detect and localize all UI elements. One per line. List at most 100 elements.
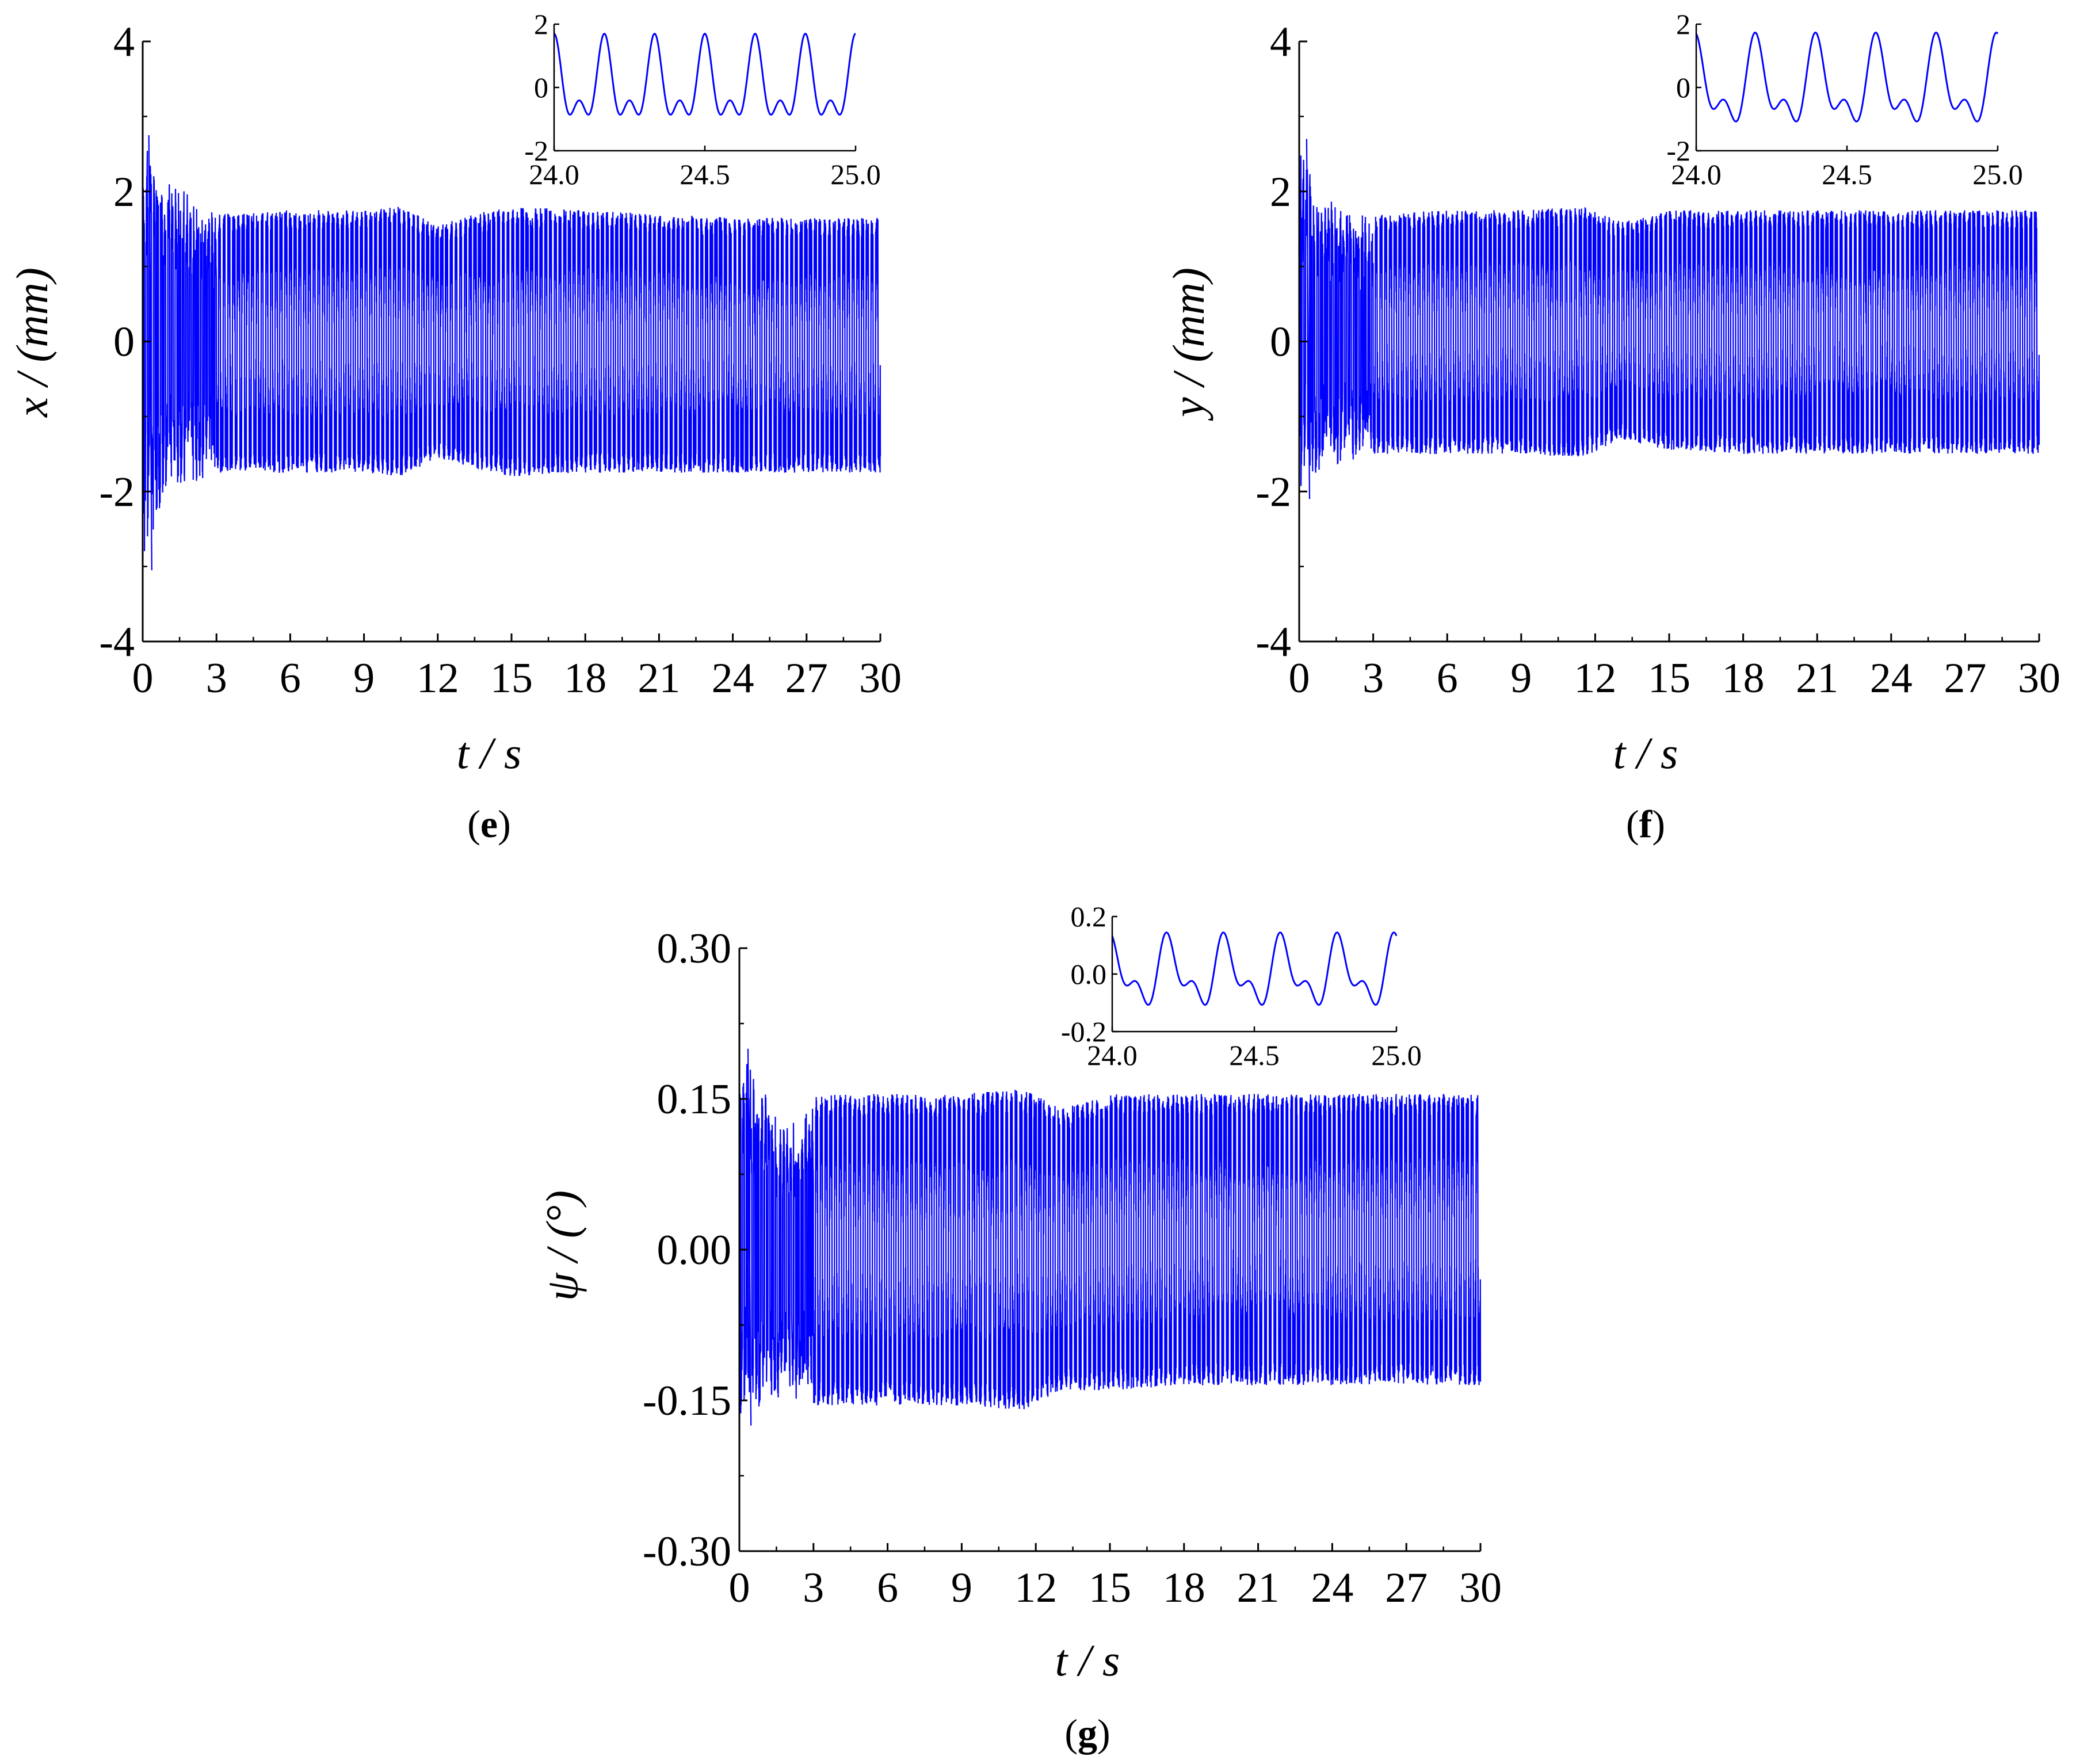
inset-y-tick-label: -0.2 bbox=[1061, 1015, 1106, 1048]
x-tick-label: 3 bbox=[206, 655, 227, 702]
y-tick-label: 2 bbox=[113, 169, 135, 216]
y-tick-label: 2 bbox=[1270, 169, 1291, 216]
panel-label: (e) bbox=[467, 802, 511, 846]
x-axis-label: t / s bbox=[1055, 1635, 1120, 1685]
y-tick-label: -2 bbox=[1255, 468, 1291, 516]
inset-background bbox=[1694, 22, 2000, 153]
x-tick-label: 0 bbox=[729, 1564, 750, 1612]
inset-chart: 2 0 -224.0 24.5 25.0 bbox=[524, 8, 880, 190]
y-axis-label: y / (mm) bbox=[1163, 268, 1213, 421]
chart-panel-f: Displacement response420-2-40 3 6 9 12 15 18 21… bbox=[1163, 8, 2060, 846]
y-tick-label: -4 bbox=[99, 618, 135, 666]
inset-x-tick-label: 24.5 bbox=[1229, 1039, 1280, 1071]
x-tick-label: 12 bbox=[1014, 1564, 1057, 1612]
x-tick-label: 15 bbox=[490, 655, 533, 702]
inset-x-tick-label: 24.0 bbox=[1087, 1039, 1138, 1071]
inset-x-tick-label: 25.0 bbox=[830, 158, 881, 190]
x-tick-label: 9 bbox=[951, 1564, 972, 1612]
y-tick-label: -4 bbox=[1255, 618, 1291, 666]
panel-letter: e bbox=[480, 802, 498, 846]
panel-open-paren: ( bbox=[1626, 802, 1639, 846]
y-tick-label: -2 bbox=[99, 468, 135, 516]
x-tick-label: 24 bbox=[1311, 1564, 1353, 1612]
inset-y-tick-label: 0 bbox=[534, 71, 548, 104]
x-tick-label: 15 bbox=[1089, 1564, 1131, 1612]
x-axis-label: t / s bbox=[457, 728, 522, 778]
inset-background bbox=[1110, 914, 1399, 1034]
inset-x-tick-label: 25.0 bbox=[1972, 158, 2023, 190]
inset-y-tick-label: 0.2 bbox=[1071, 900, 1107, 933]
inset-y-tick-label: 0 bbox=[1676, 71, 1690, 104]
panel-close-paren: ) bbox=[1652, 802, 1665, 846]
inset-background bbox=[552, 22, 858, 153]
y-tick-label: -0.30 bbox=[643, 1528, 731, 1575]
inset-y-tick-label: 0.0 bbox=[1071, 958, 1107, 990]
y-tick-label: 0.15 bbox=[657, 1076, 732, 1123]
panel-close-paren: ) bbox=[498, 802, 511, 846]
inset-x-tick-label: 24.0 bbox=[529, 158, 579, 190]
inset-y-tick-label: -2 bbox=[524, 135, 548, 167]
y-tick-label: 4 bbox=[1270, 18, 1291, 66]
inset-y-tick-label: -2 bbox=[1666, 135, 1690, 167]
x-tick-label: 18 bbox=[564, 655, 606, 702]
y-tick-label: 0.30 bbox=[657, 925, 732, 972]
signal-trace: Displacement response bbox=[142, 135, 881, 571]
inset-y-tick-label: 2 bbox=[534, 8, 548, 40]
chart-panel-g: Rotation response0.300.150.00-0.15-0.300… bbox=[537, 900, 1502, 1755]
inset-x-tick-label: 25.0 bbox=[1371, 1039, 1422, 1071]
x-tick-label: 0 bbox=[132, 655, 154, 702]
x-tick-label: 15 bbox=[1648, 655, 1690, 702]
x-tick-label: 3 bbox=[803, 1564, 824, 1612]
x-tick-label: 27 bbox=[1944, 655, 1986, 702]
x-tick-label: 0 bbox=[1289, 655, 1310, 702]
x-tick-label: 21 bbox=[1237, 1564, 1280, 1612]
inset-x-tick-label: 24.5 bbox=[680, 158, 730, 190]
inset-trace bbox=[1111, 931, 1398, 1006]
signal-trace: Displacement response bbox=[1298, 139, 2040, 499]
inset-x-tick-label: 24.5 bbox=[1822, 158, 1872, 190]
y-axis-label: ψ / (°) bbox=[537, 1190, 587, 1301]
x-tick-label: 18 bbox=[1722, 655, 1765, 702]
x-tick-label: 18 bbox=[1163, 1564, 1205, 1612]
x-tick-label: 9 bbox=[1510, 655, 1532, 702]
x-tick-label: 12 bbox=[1574, 655, 1616, 702]
inset-trace bbox=[1695, 32, 1999, 123]
panel-letter: f bbox=[1639, 802, 1653, 846]
x-tick-label: 3 bbox=[1363, 655, 1384, 702]
inset-chart: 0.2 0.0 -0.224.0 24.5 25.0 bbox=[1061, 900, 1422, 1071]
y-tick-label: 0 bbox=[1270, 319, 1291, 366]
x-tick-label: 6 bbox=[280, 655, 301, 702]
x-tick-label: 30 bbox=[1459, 1564, 1502, 1612]
inset-y-tick-label: 2 bbox=[1676, 8, 1690, 40]
panel-open-paren: ( bbox=[1064, 1711, 1078, 1755]
y-tick-label: 0.00 bbox=[657, 1227, 732, 1274]
x-tick-label: 30 bbox=[859, 655, 902, 702]
x-tick-label: 6 bbox=[1437, 655, 1458, 702]
x-tick-label: 27 bbox=[1385, 1564, 1428, 1612]
y-axis-label: x / (mm) bbox=[7, 268, 57, 418]
y-tick-label: -0.15 bbox=[643, 1377, 731, 1425]
x-tick-label: 21 bbox=[1796, 655, 1838, 702]
x-tick-label: 6 bbox=[877, 1564, 898, 1612]
x-tick-label: 21 bbox=[638, 655, 680, 702]
inset-x-tick-label: 24.0 bbox=[1671, 158, 1722, 190]
panel-label: (f) bbox=[1626, 802, 1665, 846]
inset-trace bbox=[554, 32, 856, 116]
x-tick-label: 12 bbox=[417, 655, 459, 702]
inset-chart: 2 0 -224.0 24.5 25.0 bbox=[1666, 8, 2022, 190]
panel-open-paren: ( bbox=[467, 802, 480, 846]
panel-letter: g bbox=[1078, 1711, 1097, 1755]
panel-close-paren: ) bbox=[1097, 1711, 1110, 1755]
y-tick-label: 0 bbox=[113, 319, 135, 366]
x-tick-label: 27 bbox=[785, 655, 828, 702]
signal-trace: Rotation response bbox=[738, 1048, 1482, 1426]
x-tick-label: 24 bbox=[712, 655, 754, 702]
panel-label: (g) bbox=[1064, 1711, 1110, 1755]
x-tick-label: 9 bbox=[353, 655, 375, 702]
y-tick-label: 4 bbox=[113, 18, 135, 66]
chart-panel-e: Displacement response420-2-40 3 6 9 12 15 18 21… bbox=[7, 8, 902, 846]
x-tick-label: 24 bbox=[1870, 655, 1913, 702]
x-tick-label: 30 bbox=[2018, 655, 2060, 702]
